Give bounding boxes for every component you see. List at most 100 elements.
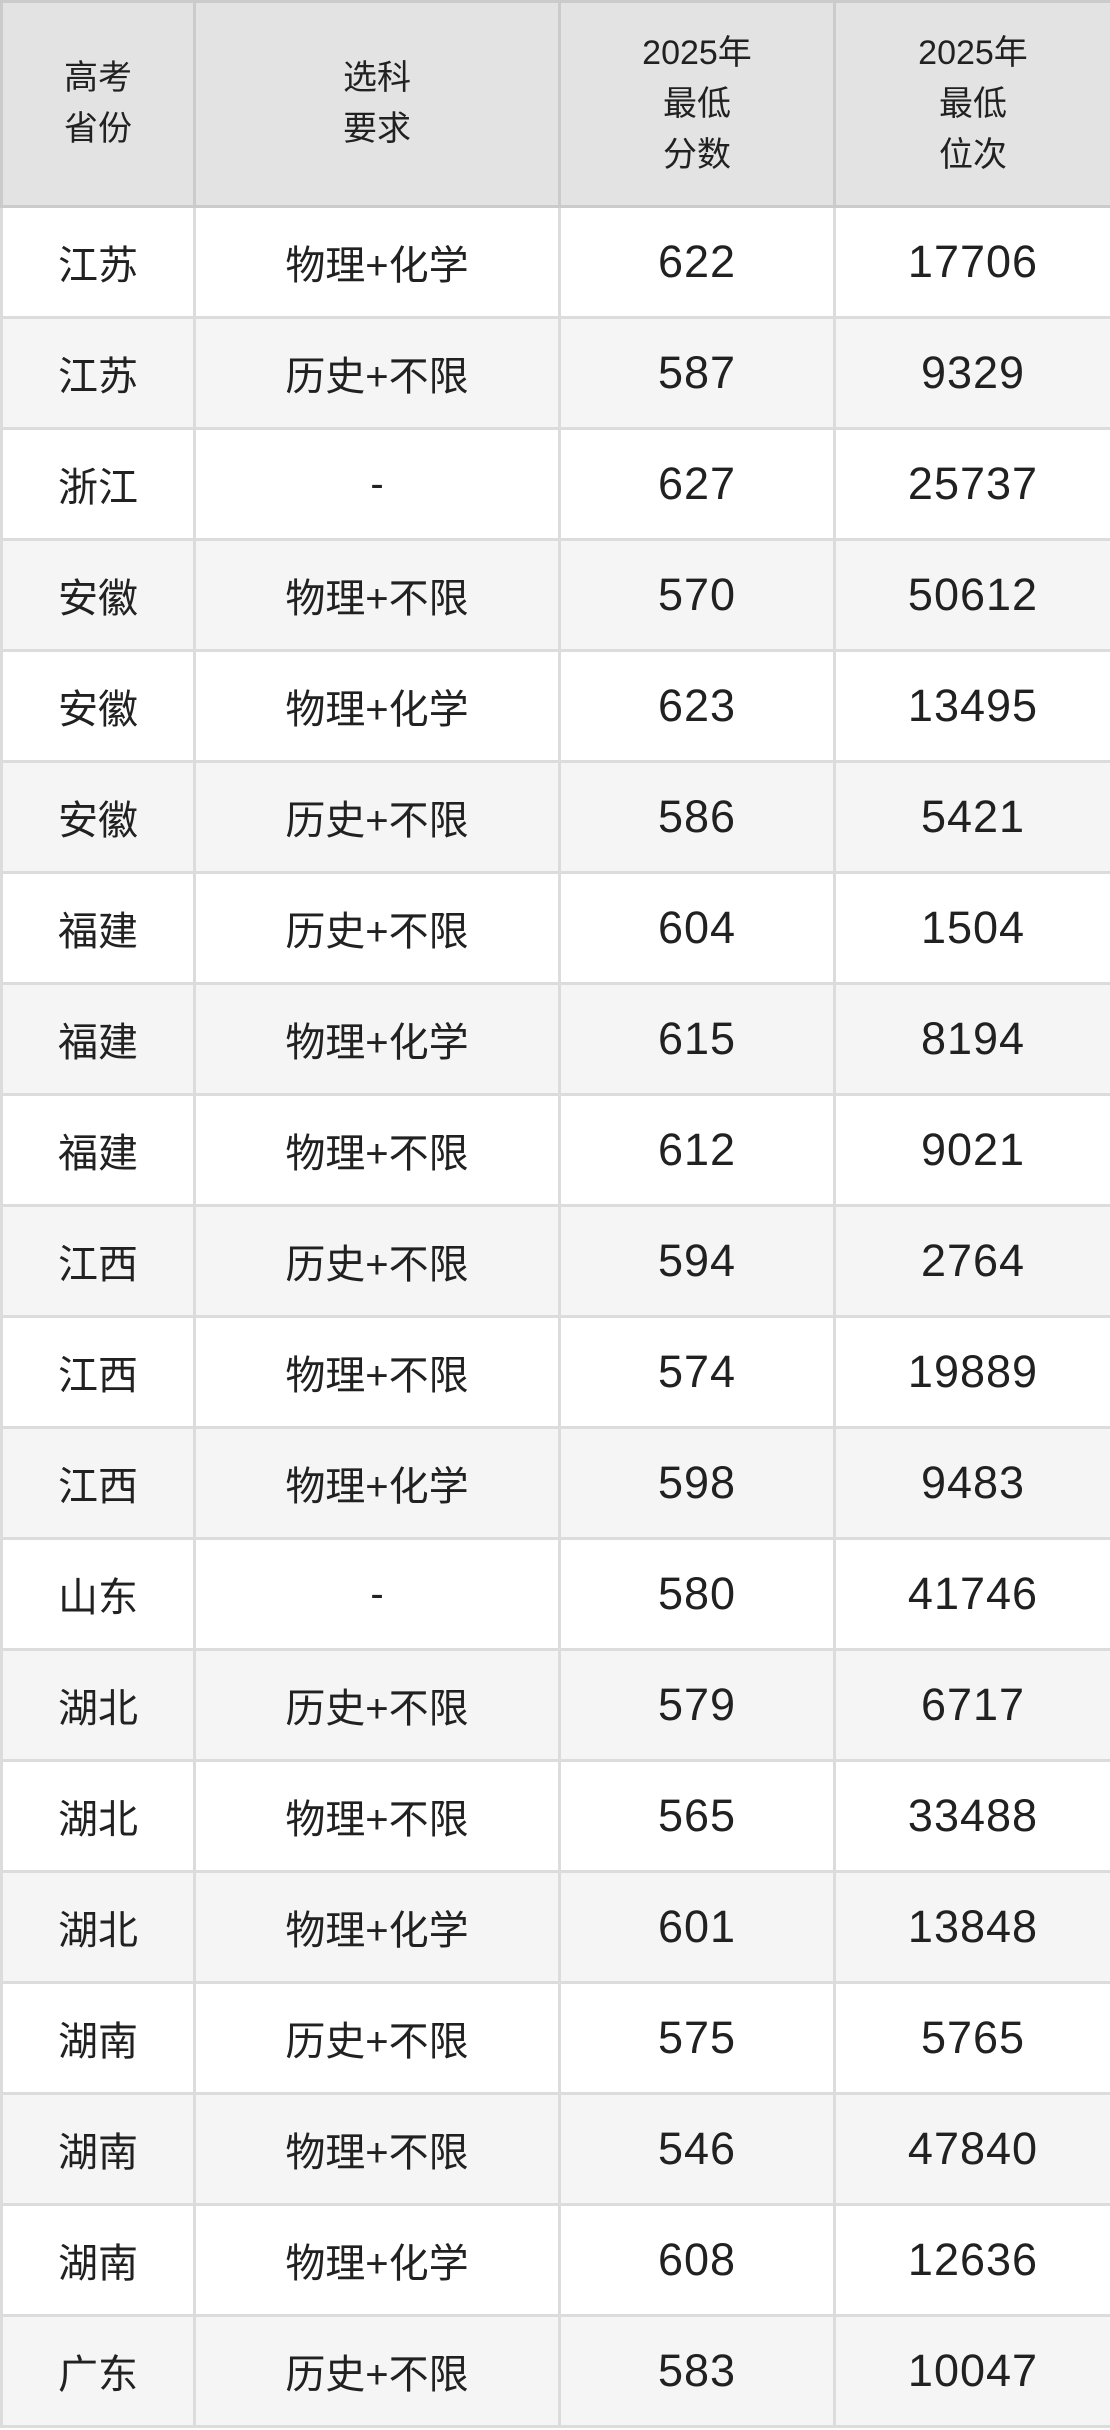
cell-province: 福建 xyxy=(0,871,196,985)
cell-rank: 1504 xyxy=(833,871,1110,985)
table-row: 福建 物理+不限 612 9021 xyxy=(0,1093,1110,1207)
header-row: 高考 省份 选科 要求 2025年 最低 分数 2025年 最低 位次 xyxy=(0,0,1110,208)
cell-score: 574 xyxy=(558,1315,836,1429)
table-row: 福建 历史+不限 604 1504 xyxy=(0,871,1110,985)
cell-province: 湖北 xyxy=(0,1648,196,1762)
cell-requirement: 物理+化学 xyxy=(193,205,561,319)
table-row: 安徽 物理+不限 570 50612 xyxy=(0,538,1110,652)
cell-rank: 10047 xyxy=(833,2314,1110,2428)
cell-province: 湖南 xyxy=(0,1981,196,2095)
cell-score: 608 xyxy=(558,2203,836,2317)
cell-rank: 33488 xyxy=(833,1759,1110,1873)
cell-score: 594 xyxy=(558,1204,836,1318)
cell-requirement: 历史+不限 xyxy=(193,1648,561,1762)
cell-score: 570 xyxy=(558,538,836,652)
table-row: 湖北 物理+化学 601 13848 xyxy=(0,1870,1110,1984)
table-row: 江西 物理+化学 598 9483 xyxy=(0,1426,1110,1540)
table-row: 江西 物理+不限 574 19889 xyxy=(0,1315,1110,1429)
cell-score: 580 xyxy=(558,1537,836,1651)
cell-requirement: 物理+不限 xyxy=(193,2092,561,2206)
cell-requirement: 物理+不限 xyxy=(193,538,561,652)
table-row: 浙江 - 627 25737 xyxy=(0,427,1110,541)
cell-rank: 50612 xyxy=(833,538,1110,652)
cell-province: 广东 xyxy=(0,2314,196,2428)
cell-rank: 9483 xyxy=(833,1426,1110,1540)
cell-score: 627 xyxy=(558,427,836,541)
cell-requirement: 历史+不限 xyxy=(193,1981,561,2095)
cell-score: 546 xyxy=(558,2092,836,2206)
cell-rank: 25737 xyxy=(833,427,1110,541)
table-row: 福建 物理+化学 615 8194 xyxy=(0,982,1110,1096)
cell-score: 575 xyxy=(558,1981,836,2095)
cell-requirement: 物理+不限 xyxy=(193,1315,561,1429)
table-row: 安徽 历史+不限 586 5421 xyxy=(0,760,1110,874)
cell-province: 湖南 xyxy=(0,2203,196,2317)
cell-requirement: 物理+化学 xyxy=(193,1426,561,1540)
cell-province: 福建 xyxy=(0,1093,196,1207)
cell-province: 江苏 xyxy=(0,205,196,319)
table-header: 高考 省份 选科 要求 2025年 最低 分数 2025年 最低 位次 xyxy=(0,0,1110,208)
cell-province: 福建 xyxy=(0,982,196,1096)
cell-rank: 2764 xyxy=(833,1204,1110,1318)
cell-province: 安徽 xyxy=(0,649,196,763)
cell-province: 湖北 xyxy=(0,1759,196,1873)
cell-province: 江西 xyxy=(0,1426,196,1540)
cell-score: 612 xyxy=(558,1093,836,1207)
table-body: 江苏 物理+化学 622 17706 江苏 历史+不限 587 9329 浙江 … xyxy=(0,205,1110,2428)
cell-requirement: 物理+不限 xyxy=(193,1759,561,1873)
table-row: 安徽 物理+化学 623 13495 xyxy=(0,649,1110,763)
cell-rank: 5765 xyxy=(833,1981,1110,2095)
cell-rank: 41746 xyxy=(833,1537,1110,1651)
table-row: 山东 - 580 41746 xyxy=(0,1537,1110,1651)
cell-requirement: - xyxy=(193,1537,561,1651)
cell-score: 586 xyxy=(558,760,836,874)
cell-requirement: - xyxy=(193,427,561,541)
table-row: 江苏 物理+化学 622 17706 xyxy=(0,205,1110,319)
cell-rank: 6717 xyxy=(833,1648,1110,1762)
cell-province: 山东 xyxy=(0,1537,196,1651)
cell-requirement: 历史+不限 xyxy=(193,316,561,430)
cell-rank: 19889 xyxy=(833,1315,1110,1429)
cell-rank: 17706 xyxy=(833,205,1110,319)
cell-province: 安徽 xyxy=(0,760,196,874)
cell-province: 安徽 xyxy=(0,538,196,652)
cell-province: 江西 xyxy=(0,1204,196,1318)
cell-requirement: 历史+不限 xyxy=(193,1204,561,1318)
cell-rank: 13495 xyxy=(833,649,1110,763)
table-row: 江西 历史+不限 594 2764 xyxy=(0,1204,1110,1318)
table-row: 江苏 历史+不限 587 9329 xyxy=(0,316,1110,430)
col-header-province: 高考 省份 xyxy=(0,0,196,208)
cell-rank: 12636 xyxy=(833,2203,1110,2317)
cell-rank: 9021 xyxy=(833,1093,1110,1207)
cell-requirement: 历史+不限 xyxy=(193,871,561,985)
cell-score: 565 xyxy=(558,1759,836,1873)
cell-rank: 47840 xyxy=(833,2092,1110,2206)
cell-rank: 13848 xyxy=(833,1870,1110,1984)
cell-score: 579 xyxy=(558,1648,836,1762)
cell-score: 623 xyxy=(558,649,836,763)
cell-rank: 9329 xyxy=(833,316,1110,430)
cell-score: 598 xyxy=(558,1426,836,1540)
table-row: 湖南 物理+化学 608 12636 xyxy=(0,2203,1110,2317)
col-header-min-rank-2025: 2025年 最低 位次 xyxy=(833,0,1110,208)
cell-province: 江苏 xyxy=(0,316,196,430)
cell-province: 湖南 xyxy=(0,2092,196,2206)
table-row: 湖北 物理+不限 565 33488 xyxy=(0,1759,1110,1873)
cell-requirement: 物理+化学 xyxy=(193,982,561,1096)
col-header-min-score-2025: 2025年 最低 分数 xyxy=(558,0,836,208)
table-row: 广东 历史+不限 583 10047 xyxy=(0,2314,1110,2428)
cell-requirement: 物理+化学 xyxy=(193,649,561,763)
cell-score: 615 xyxy=(558,982,836,1096)
cell-requirement: 物理+不限 xyxy=(193,1093,561,1207)
cell-requirement: 历史+不限 xyxy=(193,760,561,874)
cell-score: 604 xyxy=(558,871,836,985)
cell-requirement: 物理+化学 xyxy=(193,1870,561,1984)
cell-score: 601 xyxy=(558,1870,836,1984)
table-row: 湖北 历史+不限 579 6717 xyxy=(0,1648,1110,1762)
col-header-subject-requirement: 选科 要求 xyxy=(193,0,561,208)
cell-province: 湖北 xyxy=(0,1870,196,1984)
cell-requirement: 历史+不限 xyxy=(193,2314,561,2428)
cell-score: 622 xyxy=(558,205,836,319)
cell-requirement: 物理+化学 xyxy=(193,2203,561,2317)
cell-rank: 5421 xyxy=(833,760,1110,874)
